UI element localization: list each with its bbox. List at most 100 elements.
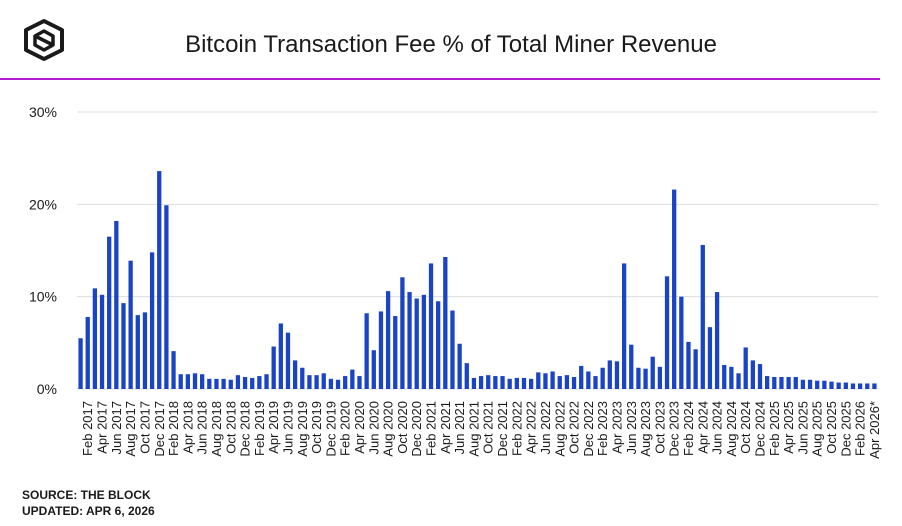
x-tick-label: Oct 2022 (567, 401, 582, 454)
bar (807, 379, 813, 389)
bar (621, 263, 627, 389)
bar (779, 377, 784, 389)
x-tick-label: Aug 2019 (295, 401, 310, 457)
bar (672, 189, 677, 389)
bar (235, 375, 241, 389)
x-tick-label: Oct 2025 (824, 401, 839, 454)
bar (436, 301, 441, 389)
bar (657, 366, 663, 389)
bar (743, 347, 748, 389)
bar (171, 351, 176, 389)
chart-header: Bitcoin Transaction Fee % of Total Miner… (0, 0, 902, 80)
bar (729, 366, 734, 389)
bar (557, 376, 562, 389)
x-tick-label: Jun 2018 (195, 401, 210, 455)
bar (528, 378, 534, 389)
bar (822, 380, 827, 389)
x-tick-label: Dec 2024 (753, 401, 768, 457)
chart-footer: SOURCE: THE BLOCK UPDATED: APR 6, 2026 (22, 487, 155, 519)
x-tick-label: Aug 2020 (381, 401, 396, 457)
x-tick-label: Oct 2020 (395, 401, 410, 454)
bar (722, 364, 727, 389)
x-tick-label: Apr 2018 (180, 401, 195, 454)
x-tick-label: Aug 2022 (552, 401, 567, 457)
bar (385, 291, 391, 389)
bar (278, 323, 283, 389)
x-tick-label: Dec 2017 (152, 401, 167, 457)
bar (493, 376, 498, 389)
bar (700, 244, 705, 389)
x-tick-label: Apr 2024 (695, 401, 710, 454)
y-tick-label: 0% (37, 381, 57, 397)
bar (321, 373, 326, 389)
bar (857, 383, 863, 389)
bar (164, 205, 169, 389)
bar (686, 341, 691, 389)
title-divider (0, 78, 880, 80)
bar (693, 349, 698, 389)
bar (593, 376, 598, 389)
x-tick-label: Dec 2023 (667, 401, 682, 457)
chart-title: Bitcoin Transaction Fee % of Total Miner… (185, 31, 717, 58)
x-tick-label: Dec 2018 (238, 401, 253, 457)
x-tick-label: Feb 2023 (595, 401, 610, 456)
bar (292, 360, 298, 389)
bar (679, 296, 684, 389)
bar (264, 374, 269, 389)
bar (607, 360, 612, 389)
x-tick-label: Apr 2019 (266, 401, 281, 454)
x-tick-label: Dec 2021 (495, 401, 510, 457)
x-tick-label: Jun 2019 (280, 401, 295, 455)
bar (471, 377, 477, 389)
bar (714, 292, 720, 389)
x-tick-label: Apr 2020 (352, 401, 367, 454)
bar (600, 367, 605, 389)
x-tick-label: Oct 2017 (137, 401, 152, 454)
bar (478, 376, 484, 389)
bar (328, 378, 334, 389)
x-tick-label: Jun 2021 (452, 401, 467, 455)
bar (378, 311, 384, 389)
x-tick-label: Apr 2021 (438, 401, 453, 454)
bar (285, 332, 291, 389)
bar (521, 377, 527, 389)
bar (185, 374, 190, 389)
bar (850, 383, 856, 389)
bar (500, 376, 505, 389)
y-tick-label: 30% (29, 104, 57, 120)
x-tick-label: Jun 2025 (795, 401, 810, 455)
x-tick-label: Feb 2018 (166, 401, 181, 456)
bar (428, 263, 434, 389)
x-tick-label: Oct 2024 (738, 401, 753, 454)
bar (450, 310, 455, 389)
x-tick-label: Oct 2018 (223, 401, 238, 454)
bar (114, 220, 119, 389)
x-tick-label: Aug 2023 (638, 401, 653, 457)
bar (736, 373, 741, 389)
bar (135, 315, 140, 389)
bar (307, 375, 312, 389)
bar-chart: 0%10%20%30%Feb 2017 Apr 2017 Jun 2017 Aug 2… (29, 104, 882, 459)
bar (872, 383, 877, 389)
bar (829, 381, 834, 389)
bar (815, 380, 820, 389)
x-tick-label: Jun 2022 (538, 401, 553, 455)
x-tick-label: Dec 2025 (838, 401, 853, 457)
bar (843, 382, 848, 389)
bar (486, 375, 491, 389)
x-tick-label: Feb 2025 (767, 401, 782, 456)
x-tick-label: Apr 2026* (867, 401, 882, 459)
x-tick-label: Apr 2025 (781, 401, 796, 454)
bar (614, 361, 620, 389)
bar (772, 377, 777, 389)
bar (314, 375, 319, 389)
bar (421, 294, 427, 389)
bar (271, 346, 276, 389)
bar (643, 368, 648, 389)
bar (78, 338, 83, 389)
x-tick-label: Feb 2020 (338, 401, 353, 456)
x-tick-label: Jun 2017 (109, 401, 124, 455)
bar (464, 363, 469, 389)
bar (128, 260, 133, 389)
bar (636, 367, 641, 389)
